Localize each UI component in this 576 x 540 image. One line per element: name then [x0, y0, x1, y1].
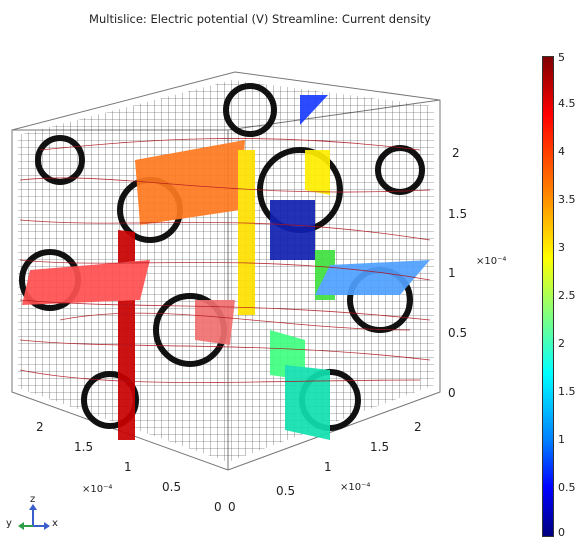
y-tick: 1.5 — [74, 440, 94, 454]
z-tick: 1 — [448, 266, 456, 280]
colorbar-label: 2.5 — [558, 289, 576, 302]
colorbar-label: 5 — [558, 51, 565, 64]
3d-plot-scene[interactable] — [0, 0, 540, 540]
x-tick: 1 — [324, 460, 332, 474]
colorbar-label: 0.5 — [558, 481, 576, 494]
z-tick: 0.5 — [448, 326, 468, 340]
colorbar-label: 3 — [558, 241, 565, 254]
colorbar-label: 2 — [558, 337, 565, 350]
triad-z-label: z — [30, 494, 36, 505]
x-tick: 1.5 — [370, 440, 390, 454]
colorbar-label: 3.5 — [558, 193, 576, 206]
x-tick: 0 — [228, 500, 236, 514]
plot-title: Multislice: Electric potential (V) Strea… — [89, 12, 431, 26]
colorbar — [542, 56, 554, 537]
colorbar-label: 4.5 — [558, 97, 576, 110]
colorbar-label: 1 — [558, 433, 565, 446]
potential-slices — [22, 95, 430, 440]
colorbar-label: 4 — [558, 145, 565, 158]
triad-x-label: x — [52, 518, 58, 529]
z-tick: 1.5 — [448, 207, 468, 221]
z-tick: 2 — [452, 146, 460, 160]
colorbar-label: 0 — [558, 526, 565, 539]
z-exponent: ×10⁻⁴ — [476, 256, 507, 267]
z-tick: 0 — [448, 386, 456, 400]
y-exponent: ×10⁻⁴ — [82, 484, 113, 495]
colorbar-label: 1.5 — [558, 385, 576, 398]
triad-y-label: y — [6, 518, 12, 529]
streamlines — [19, 138, 431, 383]
axis-triad: z y x — [6, 494, 66, 534]
x-tick: 2 — [414, 420, 422, 434]
y-tick: 2 — [36, 420, 44, 434]
x-tick: 0.5 — [276, 484, 296, 498]
y-tick: 0 — [214, 500, 222, 514]
y-tick: 1 — [124, 460, 132, 474]
y-tick: 0.5 — [162, 480, 182, 494]
x-exponent: ×10⁻⁴ — [340, 482, 371, 493]
